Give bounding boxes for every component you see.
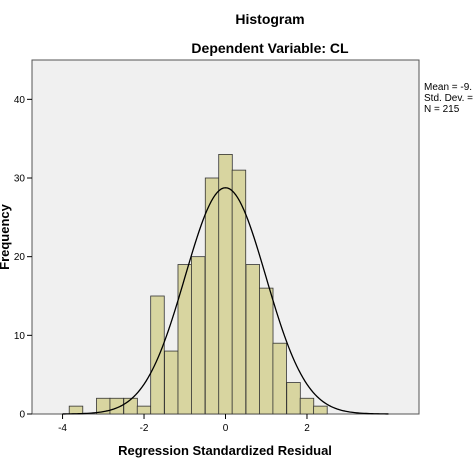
x-tick-label: -4 xyxy=(58,423,67,434)
histogram-bar xyxy=(218,153,233,415)
histogram-bar xyxy=(123,397,138,415)
histogram-bar xyxy=(164,350,179,415)
y-tick-label: 0 xyxy=(19,410,25,421)
y-tick-label: 30 xyxy=(14,174,26,185)
histogram-bar xyxy=(286,382,301,415)
y-tick-label: 20 xyxy=(14,252,26,263)
y-tick-label: 40 xyxy=(14,95,26,106)
histogram-bar xyxy=(272,342,287,415)
histogram-bar xyxy=(259,287,274,415)
histogram-bar xyxy=(231,169,247,415)
histogram-bar xyxy=(191,256,206,415)
stats-mean: Mean = -9. xyxy=(424,82,472,93)
histogram-bar xyxy=(177,264,192,415)
stats-std-dev: Std. Dev. = xyxy=(424,93,473,104)
y-axis-label: Frequency xyxy=(0,203,12,270)
x-axis-label: Regression Standardized Residual xyxy=(118,443,332,458)
y-tick-label: 10 xyxy=(14,331,26,342)
normal-curve xyxy=(62,187,389,415)
histogram-bar xyxy=(204,177,220,415)
histogram-bar xyxy=(313,405,328,415)
x-axis-ticks: -4 -2 0 2 xyxy=(58,414,310,434)
x-tick-label: 2 xyxy=(304,423,310,434)
histogram-bar xyxy=(68,405,84,415)
y-axis-ticks: 0 10 20 30 40 xyxy=(14,95,32,421)
histogram-bar xyxy=(136,405,152,415)
chart-subtitle: Dependent Variable: CL xyxy=(191,40,349,56)
x-tick-label: 0 xyxy=(223,423,229,434)
stats-n: N = 215 xyxy=(424,104,460,115)
histogram-bar xyxy=(245,264,260,415)
histogram-bar xyxy=(299,397,315,415)
chart-title: Histogram xyxy=(235,11,304,27)
histogram-bar xyxy=(150,295,165,415)
x-tick-label: -2 xyxy=(140,423,149,434)
